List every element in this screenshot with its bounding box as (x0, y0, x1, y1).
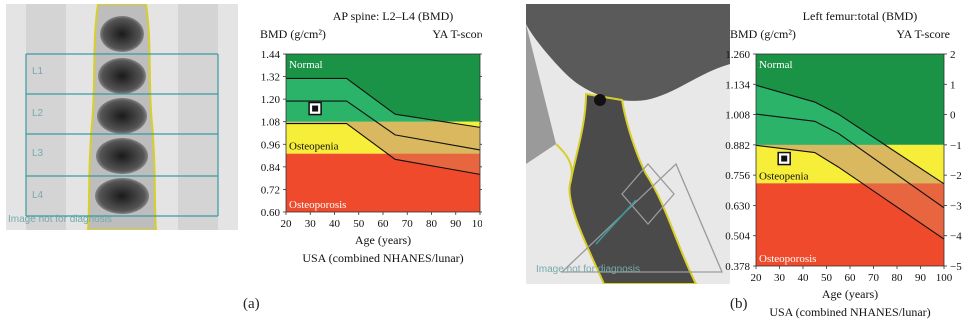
x-tick-label: 60 (378, 218, 390, 230)
t-score-tick-label: −1 (950, 140, 962, 152)
reference-band-osteopenia (286, 121, 480, 154)
x-tick-label: 50 (821, 272, 833, 284)
region-label-osteoporosis: Osteoporosis (759, 253, 816, 265)
y-tick-label: 0.630 (725, 200, 750, 212)
region-label-normal: Normal (289, 59, 323, 71)
t-score-tick-label: −4 (950, 231, 962, 243)
panel-b: Image not for diagnosis Normal Osteopenia… (482, 0, 964, 322)
y-tick-label: 0.756 (725, 170, 750, 182)
right-axis-label: YA T-score (896, 27, 950, 41)
reference-band-normal (286, 78, 444, 122)
vertebra-label-l2: L2 (32, 108, 44, 119)
femur-scan-image: Image not for diagnosis (526, 4, 730, 284)
x-tick-label: 90 (915, 272, 927, 284)
y-tick-label: 0.378 (725, 261, 750, 273)
x-tick-label: 60 (845, 272, 857, 284)
y-tick-label: 1.008 (725, 110, 750, 122)
y-axis-label: BMD (g/cm²) (260, 27, 326, 41)
spine-bmd-chart: Normal Osteopenia Osteoporosis 0.60 0.72 0.84… (260, 9, 482, 265)
y-tick-label: 1.44 (261, 49, 281, 61)
x-tick-label: 50 (353, 218, 365, 230)
reference-curve-2 (286, 100, 481, 151)
t-score-tick-label: 0 (950, 110, 956, 122)
spine-scan-illustration (6, 4, 238, 230)
reference-curve-2 (755, 113, 945, 209)
region-label-osteoporosis: Osteoporosis (289, 199, 346, 211)
patient-marker-center (312, 105, 319, 112)
reference-population-label: USA (combined NHANES/lunar) (769, 305, 930, 319)
reference-band-normal (756, 85, 885, 145)
vertebra-label-l1: L1 (32, 66, 44, 77)
femur-scan-illustration (526, 4, 730, 284)
x-tick-label: 30 (305, 218, 317, 230)
femur-bmd-chart: Normal Osteopenia Osteoporosis 0.378 0.504 0.… (725, 9, 962, 319)
x-tick-label: 20 (281, 218, 293, 230)
x-tick-label: 100 (472, 218, 482, 230)
reference-curve-3 (286, 123, 481, 175)
region-label-normal: Normal (759, 59, 793, 71)
x-tick-label: 40 (798, 272, 810, 284)
x-axis-label: Age (years) (822, 287, 878, 301)
patient-marker-center (781, 155, 788, 162)
t-score-tick-label: 1 (950, 79, 956, 91)
x-tick-label: 70 (868, 272, 880, 284)
reference-population-label: USA (combined NHANES/lunar) (302, 251, 463, 265)
t-score-tick-label: −5 (950, 261, 962, 273)
x-tick-label: 70 (402, 218, 414, 230)
chart-title: Left femur:total (BMD) (803, 9, 918, 23)
region-label-osteopenia: Osteopenia (759, 170, 809, 182)
y-tick-label: 1.32 (261, 72, 280, 84)
region-label-osteopenia: Osteopenia (289, 141, 339, 153)
x-tick-label: 100 (936, 272, 953, 284)
y-tick-label: 1.20 (261, 94, 281, 106)
spine-scan-image: L1 L2 L3 L4 Image not for diagnosis (6, 4, 238, 230)
t-score-tick-label: −3 (950, 200, 962, 212)
y-tick-label: 0.504 (725, 231, 750, 243)
reference-curve-1 (755, 84, 945, 185)
x-tick-label: 40 (329, 218, 341, 230)
panel-a: L1 L2 L3 L4 Image not for diagnosis Norm… (6, 4, 482, 312)
x-tick-label: 80 (892, 272, 904, 284)
x-tick-label: 30 (774, 272, 786, 284)
reference-curve-1 (286, 77, 481, 128)
vertebra-label-l4: L4 (32, 190, 44, 201)
scan-caption: Image not for diagnosis (536, 264, 640, 275)
reference-band-osteoporosis (387, 153, 480, 175)
right-axis-label: YA T-score (432, 27, 482, 41)
y-tick-label: 1.134 (725, 79, 750, 91)
t-score-tick-label: −2 (950, 170, 962, 182)
y-tick-label: 0.96 (261, 139, 281, 151)
subfigure-label-b: (b) (730, 296, 748, 312)
t-score-tick-label: 2 (950, 49, 956, 61)
x-tick-label: 90 (450, 218, 462, 230)
y-tick-label: 0.84 (261, 162, 281, 174)
x-axis-label: Age (years) (355, 233, 411, 247)
y-axis-label: BMD (g/cm²) (730, 27, 796, 41)
scan-caption: Image not for diagnosis (8, 214, 112, 225)
y-tick-label: 1.260 (725, 49, 750, 61)
subfigure-label-a: (a) (243, 296, 260, 312)
reference-curve-3 (755, 144, 945, 240)
y-tick-label: 1.08 (261, 117, 281, 129)
x-tick-label: 80 (426, 218, 438, 230)
chart-title: AP spine: L2–L4 (BMD) (333, 9, 454, 23)
vertebra-label-l3: L3 (32, 148, 44, 159)
y-tick-label: 0.72 (261, 184, 280, 196)
y-tick-label: 0.882 (725, 140, 750, 152)
x-tick-label: 20 (751, 272, 763, 284)
y-tick-label: 0.60 (261, 207, 281, 219)
